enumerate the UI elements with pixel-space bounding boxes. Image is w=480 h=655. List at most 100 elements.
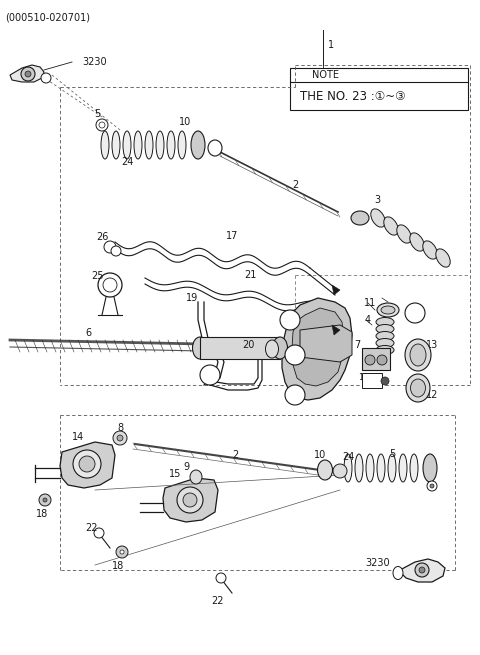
Ellipse shape xyxy=(388,454,396,482)
Text: 2: 2 xyxy=(232,450,238,460)
Ellipse shape xyxy=(178,131,186,159)
Ellipse shape xyxy=(376,331,394,341)
Polygon shape xyxy=(163,478,218,522)
Text: 10: 10 xyxy=(314,450,326,460)
Circle shape xyxy=(79,456,95,472)
Text: 7: 7 xyxy=(354,340,360,350)
Circle shape xyxy=(183,493,197,507)
Ellipse shape xyxy=(366,454,374,482)
Text: 22: 22 xyxy=(212,596,224,606)
Polygon shape xyxy=(10,65,44,82)
Ellipse shape xyxy=(208,140,222,156)
Text: 21: 21 xyxy=(244,270,256,280)
Text: ③: ③ xyxy=(206,371,214,379)
Ellipse shape xyxy=(397,225,411,243)
Ellipse shape xyxy=(344,454,352,482)
Text: 9: 9 xyxy=(183,462,189,472)
Ellipse shape xyxy=(123,131,131,159)
Text: 6: 6 xyxy=(85,328,91,338)
Circle shape xyxy=(285,385,305,405)
Circle shape xyxy=(25,71,31,77)
Polygon shape xyxy=(400,559,445,582)
Ellipse shape xyxy=(436,249,450,267)
Text: 1: 1 xyxy=(328,40,334,50)
Text: 26: 26 xyxy=(96,232,108,242)
Circle shape xyxy=(120,550,124,554)
Text: 10: 10 xyxy=(179,117,191,127)
Text: 25: 25 xyxy=(91,271,103,281)
Circle shape xyxy=(113,431,127,445)
Circle shape xyxy=(419,567,425,573)
Ellipse shape xyxy=(265,340,278,358)
Ellipse shape xyxy=(145,131,153,159)
Text: 18: 18 xyxy=(36,509,48,519)
Polygon shape xyxy=(300,325,352,362)
Polygon shape xyxy=(282,298,352,400)
Ellipse shape xyxy=(355,454,363,482)
Bar xyxy=(290,68,468,110)
Ellipse shape xyxy=(112,131,120,159)
Ellipse shape xyxy=(410,344,426,366)
Text: (000510-020701): (000510-020701) xyxy=(5,12,90,22)
Bar xyxy=(362,348,390,370)
Ellipse shape xyxy=(101,131,109,159)
Ellipse shape xyxy=(377,454,385,482)
Circle shape xyxy=(117,435,123,441)
Text: 3: 3 xyxy=(374,195,380,205)
Circle shape xyxy=(41,73,51,83)
Text: NOTE: NOTE xyxy=(312,70,339,80)
Text: 24: 24 xyxy=(121,157,133,167)
Text: 3230: 3230 xyxy=(365,558,390,568)
Text: ①: ① xyxy=(411,309,419,318)
Polygon shape xyxy=(332,325,340,335)
Ellipse shape xyxy=(190,470,202,484)
Ellipse shape xyxy=(384,217,398,235)
Circle shape xyxy=(99,122,105,128)
Ellipse shape xyxy=(399,454,407,482)
Ellipse shape xyxy=(191,131,205,159)
Text: 11: 11 xyxy=(364,298,376,308)
Circle shape xyxy=(73,450,101,478)
Circle shape xyxy=(381,377,389,385)
Ellipse shape xyxy=(365,355,375,365)
Circle shape xyxy=(333,464,347,478)
Circle shape xyxy=(21,67,35,81)
Ellipse shape xyxy=(156,131,164,159)
Text: 5: 5 xyxy=(94,109,100,119)
Ellipse shape xyxy=(376,318,394,326)
Polygon shape xyxy=(60,442,115,488)
Circle shape xyxy=(177,487,203,513)
Ellipse shape xyxy=(377,303,399,317)
Text: 20: 20 xyxy=(242,340,254,350)
Text: 14: 14 xyxy=(72,432,84,442)
Text: 15: 15 xyxy=(169,469,181,479)
Text: ②: ② xyxy=(286,316,294,324)
Ellipse shape xyxy=(423,241,437,259)
Text: 16: 16 xyxy=(358,373,369,383)
Circle shape xyxy=(96,119,108,131)
Circle shape xyxy=(116,546,128,558)
Circle shape xyxy=(430,484,434,488)
Text: 2: 2 xyxy=(292,180,298,190)
Circle shape xyxy=(103,278,117,292)
Text: 12: 12 xyxy=(426,390,438,400)
Circle shape xyxy=(39,494,51,506)
Ellipse shape xyxy=(410,233,424,251)
Ellipse shape xyxy=(134,131,142,159)
Ellipse shape xyxy=(406,374,430,402)
Circle shape xyxy=(200,365,220,385)
Circle shape xyxy=(280,310,300,330)
Ellipse shape xyxy=(423,454,437,482)
Text: 13: 13 xyxy=(426,340,438,350)
Ellipse shape xyxy=(317,460,333,480)
Text: ②: ② xyxy=(291,350,299,360)
Circle shape xyxy=(43,498,47,502)
Circle shape xyxy=(94,528,104,538)
Text: 8: 8 xyxy=(117,423,123,433)
Polygon shape xyxy=(332,285,340,295)
Text: ③: ③ xyxy=(291,390,299,400)
Polygon shape xyxy=(292,308,344,386)
Text: 24: 24 xyxy=(342,452,354,462)
Ellipse shape xyxy=(376,345,394,354)
Ellipse shape xyxy=(393,567,403,580)
